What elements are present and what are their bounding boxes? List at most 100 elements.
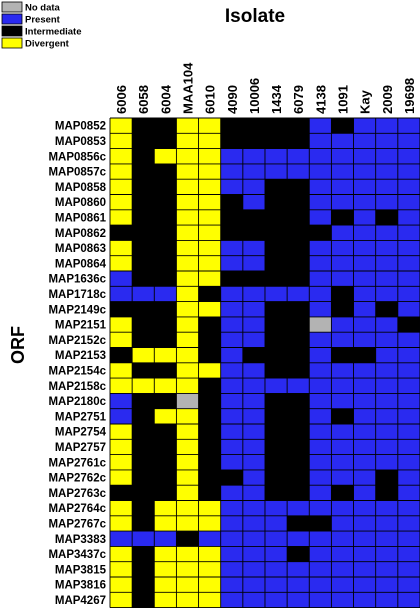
cell-map2151-6079 [287, 316, 310, 333]
cell-map2180c-4138 [309, 393, 332, 409]
cell-map1718c-6006 [110, 286, 133, 302]
cell-map3815-4090 [220, 561, 244, 578]
cell-map0863-6058 [132, 240, 155, 256]
cell-map0853-6010 [198, 133, 221, 149]
column-label-6010: 6010 [203, 85, 218, 114]
cell-map0856c-6010 [198, 148, 221, 165]
cell-map0856c-2009 [375, 148, 399, 165]
cell-map2158c-maa104 [176, 378, 199, 394]
cell-map2762c-1091 [331, 469, 354, 486]
cell-map2154c-1091 [331, 362, 354, 379]
cell-map0853-kay [353, 133, 376, 149]
cell-map2763c-1434 [264, 485, 288, 501]
cell-map3437c-6004 [154, 546, 177, 562]
cell-map2764c-1434 [264, 500, 288, 517]
cell-map2158c-4138 [309, 378, 332, 394]
cell-map2762c-6010 [198, 469, 221, 486]
cell-map2754-6058 [132, 424, 155, 440]
cell-map3383-maa104 [176, 531, 199, 547]
row-label-map3383: MAP3383 [55, 534, 106, 546]
cell-map2158c-1434 [264, 378, 288, 394]
cell-map2158c-19698 [397, 378, 420, 394]
column-label-6079: 6079 [291, 85, 306, 114]
cell-map2180c-19698 [397, 393, 420, 409]
column-label-2009: 2009 [380, 85, 395, 114]
row-label-map2151: MAP2151 [55, 320, 107, 332]
cell-map2152c-10006 [242, 332, 266, 348]
legend-label-intermediate: Intermediate [25, 27, 82, 38]
cell-map2152c-1434 [264, 332, 288, 348]
cell-map2757-6004 [154, 439, 177, 455]
cell-map2149c-2009 [375, 301, 399, 318]
cell-map0862-19698 [397, 225, 420, 241]
cell-map2153-6058 [132, 347, 155, 364]
cell-map2761c-6079 [287, 454, 310, 471]
cell-map2153-6004 [154, 347, 177, 364]
row-label-map0856c: MAP0856c [48, 151, 106, 163]
cell-map2754-6004 [154, 424, 177, 440]
cell-map2754-10006 [242, 424, 266, 440]
cell-map0852-4090 [220, 118, 244, 134]
cell-map0864-4138 [309, 255, 332, 272]
cell-map0858-2009 [375, 179, 399, 195]
cell-map2754-6010 [198, 424, 221, 440]
cell-map2751-6058 [132, 408, 155, 425]
row-label-map2153: MAP2153 [55, 350, 106, 362]
cell-map2757-6079 [287, 439, 310, 455]
cell-map0857c-6058 [132, 163, 155, 180]
cell-map4267-kay [353, 592, 376, 608]
cell-map3437c-4090 [220, 546, 244, 562]
cell-map3383-6058 [132, 531, 155, 547]
cell-map0852-2009 [375, 118, 399, 134]
legend-swatch-no-data [1, 1, 23, 13]
cell-map0860-1091 [331, 194, 354, 211]
cell-map2149c-kay [353, 301, 376, 318]
cell-map0860-19698 [397, 194, 420, 211]
cell-map2151-1434 [264, 316, 288, 333]
cell-map0853-6004 [154, 133, 177, 149]
cell-map2152c-1091 [331, 332, 354, 348]
cell-map0860-4090 [220, 194, 244, 211]
cell-map0856c-kay [353, 148, 376, 165]
cell-map0857c-6004 [154, 163, 177, 180]
cell-map0862-1434 [264, 225, 288, 241]
cell-map2153-1091 [331, 347, 354, 364]
cell-map4267-maa104 [176, 592, 199, 608]
cell-map0856c-6058 [132, 148, 155, 165]
cell-map2754-19698 [397, 424, 420, 440]
cell-map2762c-kay [353, 469, 376, 486]
cell-map0861-6010 [198, 209, 221, 226]
cell-map2154c-4138 [309, 362, 332, 379]
cell-map2153-2009 [375, 347, 399, 364]
cell-map2764c-1091 [331, 500, 354, 517]
cell-map2764c-6058 [132, 500, 155, 517]
cell-map0852-19698 [397, 118, 420, 134]
cell-map3437c-6010 [198, 546, 221, 562]
cell-map0853-4090 [220, 133, 244, 149]
cell-map2754-6006 [110, 424, 133, 440]
cell-map2149c-maa104 [176, 301, 199, 318]
cell-map3437c-6006 [110, 546, 133, 562]
cell-map1718c-10006 [242, 286, 266, 302]
cell-map2180c-kay [353, 393, 376, 409]
cell-map0856c-6004 [154, 148, 177, 165]
cell-map2757-6006 [110, 439, 133, 455]
cell-map2754-1434 [264, 424, 288, 440]
row-label-map0852: MAP0852 [55, 121, 106, 133]
cell-map3383-4090 [220, 531, 244, 547]
cell-map0857c-4090 [220, 163, 244, 180]
cell-map2751-6006 [110, 408, 133, 425]
cell-map0864-19698 [397, 255, 420, 272]
cell-map2751-1091 [331, 408, 354, 425]
cell-map1718c-6004 [154, 286, 177, 302]
cell-map0853-1091 [331, 133, 354, 149]
cell-map0864-6079 [287, 255, 310, 272]
row-label-map2763c: MAP2763c [48, 488, 106, 500]
row-label-map3816: MAP3816 [55, 580, 106, 592]
cell-map0864-6010 [198, 255, 221, 272]
cell-map3816-6058 [132, 577, 155, 593]
cell-map0860-6004 [154, 194, 177, 211]
cell-map0857c-1434 [264, 163, 288, 180]
cell-map2762c-4138 [309, 469, 332, 486]
cell-map0852-kay [353, 118, 376, 134]
